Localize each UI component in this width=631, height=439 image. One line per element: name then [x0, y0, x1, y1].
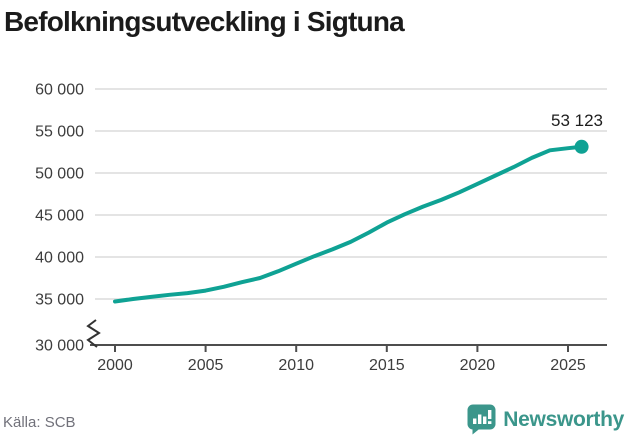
population-line-series [113, 144, 584, 304]
source-note: Källa: SCB [3, 414, 76, 431]
latest-value-marker[interactable] [574, 139, 589, 154]
x-axis-tick-label: 2015 [369, 357, 405, 374]
y-axis-tick-label: 50 000 [35, 166, 84, 183]
y-axis-tick-label: 45 000 [35, 208, 84, 225]
x-axis-tick-label: 2010 [278, 357, 314, 374]
x-axis-tick-label: 2005 [188, 357, 224, 374]
axis-break-icon [86, 319, 101, 348]
latest-value-label: 53 123 [551, 111, 603, 130]
newsworthy-bubble-icon [467, 404, 496, 435]
newsworthy-wordmark: Newsworthy [503, 407, 624, 431]
x-axis-tick-label: 2025 [550, 357, 586, 374]
chart-title: Befolkningsutveckling i Sigtuna [4, 6, 405, 37]
newsworthy-logo[interactable]: Newsworthy [467, 404, 624, 435]
y-axis-tick-label: 60 000 [35, 82, 84, 99]
x-axis-tick-label: 2000 [97, 357, 133, 374]
y-axis-tick-label: 55 000 [35, 124, 84, 141]
y-axis-tick-label: 30 000 [35, 338, 84, 355]
y-axis-tick-label: 40 000 [35, 250, 84, 267]
x-axis-tick-label: 2020 [460, 357, 496, 374]
y-axis-tick-label: 35 000 [35, 292, 84, 309]
population-chart: 30 000 35 000 40 000 45 000 50 000 55 000 60 0… [35, 82, 607, 374]
